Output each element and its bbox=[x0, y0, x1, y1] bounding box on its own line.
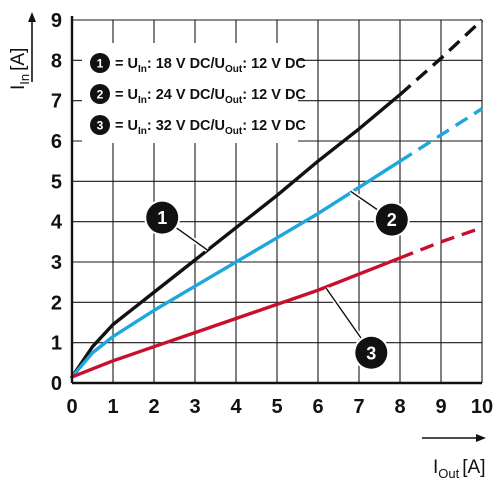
x-axis-title-sub: Out bbox=[438, 466, 459, 481]
callout-marker-2 bbox=[375, 203, 408, 236]
x-axis-title-unit: [A] bbox=[462, 457, 485, 478]
y-axis-title-main: I bbox=[8, 85, 29, 90]
series-line-dashed-3 bbox=[399, 226, 483, 260]
y-tick-label: 9 bbox=[51, 10, 62, 32]
x-axis-title-main: I bbox=[433, 457, 438, 478]
x-axis-title: IOut [A] bbox=[433, 457, 485, 481]
legend-number-2: 2 bbox=[97, 88, 104, 102]
legend-box bbox=[82, 43, 298, 143]
y-tick-label: 1 bbox=[51, 333, 62, 355]
legend-text-part: : 24 V DC/U bbox=[147, 87, 225, 103]
y-tick-label: 2 bbox=[51, 292, 62, 314]
y-axis-title: IIn [A] bbox=[8, 48, 32, 90]
x-tick-label: 9 bbox=[435, 396, 446, 418]
x-tick-label: 3 bbox=[189, 396, 200, 418]
series-line-dashed-1 bbox=[398, 18, 484, 96]
legend-entry-3: = UIn: 32 V DC/UOut: 12 V DC bbox=[115, 118, 306, 137]
x-tick-label: 7 bbox=[353, 396, 364, 418]
legend-text-part: Out bbox=[225, 64, 243, 75]
legend-text-part: : 12 V DC bbox=[242, 118, 306, 134]
legend-text-part: Out bbox=[225, 126, 243, 137]
legend-text-part: Out bbox=[225, 95, 243, 106]
x-tick-label: 8 bbox=[394, 396, 405, 418]
legend-number-3: 3 bbox=[97, 119, 104, 133]
series-lines bbox=[70, 18, 484, 379]
y-tick-label: 6 bbox=[51, 131, 62, 153]
legend-text-part: : 18 V DC/U bbox=[147, 56, 225, 72]
series-line-dashed-2 bbox=[399, 107, 483, 163]
legend-entry-2: = UIn: 24 V DC/UOut: 12 V DC bbox=[115, 87, 306, 106]
y-tick-label: 7 bbox=[51, 91, 62, 113]
callout-number-2: 2 bbox=[387, 210, 397, 230]
x-tick-label: 1 bbox=[107, 396, 118, 418]
legend-marker-2 bbox=[90, 84, 110, 104]
x-tick-label: 5 bbox=[271, 396, 282, 418]
y-tick-label: 8 bbox=[51, 50, 62, 72]
legend-entry-1: = UIn: 18 V DC/UOut: 12 V DC bbox=[115, 56, 306, 75]
tick-labels: 0 1 2 3 4 5 6 7 8 9 10 0 1 2 3 4 5 6 7 8 9 bbox=[51, 10, 493, 418]
x-tick-label: 6 bbox=[312, 396, 323, 418]
callout-number-3: 3 bbox=[366, 343, 376, 363]
series-line-2 bbox=[70, 159, 402, 379]
legend-number-1: 1 bbox=[97, 57, 104, 71]
y-axis-arrow-head bbox=[28, 12, 36, 22]
legend-text-part: : 12 V DC bbox=[242, 56, 306, 72]
y-tick-label: 3 bbox=[51, 252, 62, 274]
legend-text-part: In bbox=[138, 126, 147, 137]
x-axis-arrow-head bbox=[476, 434, 486, 442]
annotations: 1 2 3 bbox=[144, 189, 410, 371]
legend-text-part: : 32 V DC/U bbox=[147, 118, 225, 134]
legend-text-part: In bbox=[138, 95, 147, 106]
legend-text-part: = U bbox=[115, 118, 138, 134]
legend-marker-1 bbox=[90, 53, 110, 73]
axes bbox=[70, 16, 482, 385]
x-tick-label: 10 bbox=[471, 396, 493, 418]
y-tick-label: 0 bbox=[51, 373, 62, 395]
series-line-3 bbox=[70, 256, 402, 379]
callout-marker-1 bbox=[146, 201, 179, 234]
callout-marker-3 bbox=[355, 336, 388, 369]
x-tick-label: 4 bbox=[230, 396, 242, 418]
legend-text-part: = U bbox=[115, 87, 138, 103]
legend-text-part: = U bbox=[115, 56, 138, 72]
y-tick-label: 5 bbox=[51, 171, 62, 193]
x-tick-label: 2 bbox=[148, 396, 159, 418]
legend-text-part: : 12 V DC bbox=[242, 87, 306, 103]
callout-number-1: 1 bbox=[157, 208, 167, 228]
legend-text-part: In bbox=[138, 64, 147, 75]
legend: 1 = UIn: 18 V DC/UOut: 12 V DC2 = UIn: 24 … bbox=[90, 53, 306, 137]
y-tick-label: 4 bbox=[51, 212, 63, 234]
x-tick-label: 0 bbox=[66, 396, 77, 418]
legend-marker-3 bbox=[90, 115, 110, 135]
series-line-1 bbox=[70, 92, 402, 379]
y-axis-title-unit: [A] bbox=[8, 48, 29, 71]
y-axis-title-sub: In bbox=[17, 74, 32, 85]
